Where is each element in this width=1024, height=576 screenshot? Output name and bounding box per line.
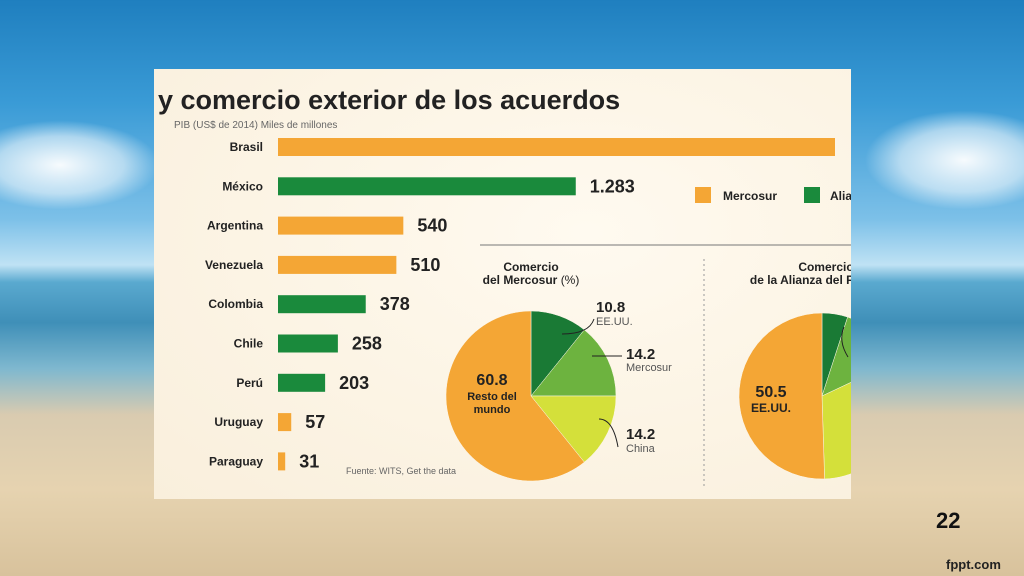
bar-chile xyxy=(278,334,338,353)
alianza-pie-value-eeuu: 50.5 xyxy=(755,384,786,401)
background-cloud-right xyxy=(864,110,1024,210)
bar-label-mexico: México xyxy=(222,179,263,193)
mercosur-pie-name-china: China xyxy=(626,443,656,455)
mercosur-pie-name-resto-line1: Resto del xyxy=(467,391,517,403)
bar-paraguay xyxy=(278,452,286,471)
bar-label-chile: Chile xyxy=(234,337,264,351)
bar-value-mexico: 1.283 xyxy=(590,176,635,196)
gdp-subtitle: PIB (US$ de 2014) Miles de millones xyxy=(174,120,337,131)
alianza-pie-title-line2: de la Alianza del P xyxy=(750,273,851,287)
mercosur-pie-value-mercosur: 14.2 xyxy=(626,346,655,363)
bar-uruguay xyxy=(278,413,292,432)
alianza-pie-leader xyxy=(841,326,849,358)
bar-value-colombia: 378 xyxy=(380,294,410,314)
bar-brasil xyxy=(278,138,835,156)
gdp-bar-chart: Brasil México 1.283 Argentina 540 Venezuela 51… xyxy=(205,138,835,471)
infographic-svg: y comercio exterior de los acuerdos PIB … xyxy=(158,85,851,489)
bar-label-uruguay: Uruguay xyxy=(214,415,263,429)
alianza-pie-slice-ee-uu- xyxy=(738,312,825,480)
mercosur-pie-name-ee-uu-: EE.UU. xyxy=(596,316,633,328)
mercosur-pie-name-resto-line2: mundo xyxy=(474,404,511,416)
bar-argentina xyxy=(278,216,404,235)
bar-value-chile: 258 xyxy=(352,334,382,354)
legend-label-mercosur: Mercosur xyxy=(723,189,777,203)
mercosur-pie-value-china: 14.2 xyxy=(626,426,655,443)
background-cloud-left xyxy=(0,120,160,210)
legend-label-alianza: Alia xyxy=(830,189,851,203)
bar-value-argentina: 540 xyxy=(417,216,447,236)
slide-number: 22 xyxy=(936,508,961,533)
alianza-pie-title-line1: Comercio xyxy=(798,260,851,274)
bar-label-paraguay: Paraguay xyxy=(209,454,263,468)
mercosur-pie-value-ee-uu-: 10.8 xyxy=(596,299,625,316)
bar-mexico xyxy=(278,177,576,196)
bar-label-brasil: Brasil xyxy=(230,140,263,154)
alianza-pie-name-eeuu: EE.UU. xyxy=(751,401,791,415)
mercosur-pie-slice-resto-del-mundo xyxy=(445,310,585,482)
infographic-title: y comercio exterior de los acuerdos xyxy=(158,85,620,115)
alianza-trade-pie: 50.5EE.UU. xyxy=(738,312,851,480)
bar-value-peru: 203 xyxy=(339,373,369,393)
bar-value-venezuela: 510 xyxy=(410,255,440,275)
bar-value-uruguay: 57 xyxy=(305,412,325,432)
bar-peru xyxy=(278,373,326,392)
infographic-panel: y comercio exterior de los acuerdos PIB … xyxy=(154,69,851,499)
bar-label-argentina: Argentina xyxy=(207,219,263,233)
mercosur-pie-value-resto: 60.8 xyxy=(476,372,507,389)
bar-value-paraguay: 31 xyxy=(299,451,319,471)
alianza-pie-slice-2 xyxy=(821,382,851,480)
bar-label-colombia: Colombia xyxy=(208,297,263,311)
bar-label-peru: Perú xyxy=(236,376,263,390)
bar-colombia xyxy=(278,295,366,314)
legend-swatch-alianza xyxy=(804,187,820,203)
mercosur-pie-leader-ee-uu- xyxy=(561,318,595,335)
mercosur-pie-slice-mercosur xyxy=(530,329,617,397)
source-note: Fuente: WITS, Get the data xyxy=(346,466,456,476)
legend-swatch-mercosur xyxy=(695,187,711,203)
mercosur-pie-name-mercosur: Mercosur xyxy=(626,362,672,374)
bar-label-venezuela: Venezuela xyxy=(205,258,263,272)
mercosur-pie-title-line2: del Mercosur (%) xyxy=(483,273,580,287)
bar-venezuela xyxy=(278,255,397,274)
alianza-pie-slice-1 xyxy=(821,316,851,397)
mercosur-pie-leader-china xyxy=(598,418,619,448)
mercosur-pie-slice-china xyxy=(530,395,617,463)
brand-watermark: fppt.com xyxy=(946,557,1001,572)
mercosur-pie-title-line1: Comercio xyxy=(503,260,558,274)
